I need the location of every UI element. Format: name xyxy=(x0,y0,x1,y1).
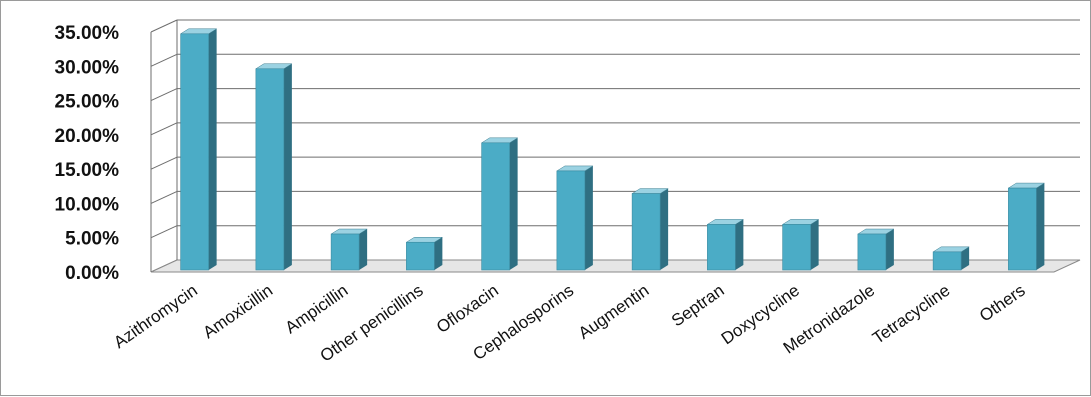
bar-front xyxy=(857,233,887,271)
bar xyxy=(179,28,218,271)
bar-front xyxy=(406,241,435,271)
y-tick-label: 0.00% xyxy=(65,263,119,284)
bar-front xyxy=(1008,187,1037,271)
bar xyxy=(857,228,895,271)
bar-side xyxy=(283,63,292,271)
bar-side xyxy=(961,246,970,270)
bar-side xyxy=(584,165,593,270)
bar-side xyxy=(810,219,819,270)
bar xyxy=(330,228,368,271)
bar-side xyxy=(1036,183,1045,270)
y-axis: 0.00% 5.00% 10.00% 15.00% 20.00% 25.00% 30.00%… xyxy=(55,20,178,284)
bar-front xyxy=(707,224,736,271)
gridline-depth xyxy=(150,19,178,33)
y-tick-label: 10.00% xyxy=(55,194,120,215)
bar-side xyxy=(885,229,894,270)
bars xyxy=(179,28,1046,271)
bar-side xyxy=(735,219,744,270)
bar-front xyxy=(481,142,510,271)
bar-side xyxy=(660,188,669,270)
bar xyxy=(631,188,669,271)
y-tick-label: 5.00% xyxy=(65,229,119,250)
gridline-depth xyxy=(150,88,178,102)
gridline-depth xyxy=(150,122,178,136)
y-tick-label: 35.00% xyxy=(55,23,120,44)
bar xyxy=(1007,182,1046,271)
bar xyxy=(556,165,594,271)
bar-front xyxy=(782,224,811,271)
gridlines xyxy=(150,19,1081,273)
bar-front xyxy=(255,68,285,271)
x-tick-label: Septran xyxy=(668,281,728,331)
bar xyxy=(255,63,293,271)
y-tick-label: 30.00% xyxy=(55,57,120,78)
gridline-depth xyxy=(150,53,178,67)
gridline-depth xyxy=(150,156,178,170)
bar-side xyxy=(509,137,518,270)
bar-front xyxy=(631,193,661,271)
y-tick-label: 25.00% xyxy=(55,92,120,113)
bar-front xyxy=(932,251,962,271)
x-tick-label: Augmentin xyxy=(575,281,652,343)
bar xyxy=(405,237,444,271)
bar-front xyxy=(180,33,209,271)
x-tick-label: Others xyxy=(976,281,1029,326)
gridline-depth xyxy=(150,190,178,204)
x-tick-label: Azithromycin xyxy=(110,281,201,352)
y-tick-label: 20.00% xyxy=(55,126,120,147)
bar-side xyxy=(208,28,217,270)
x-tick-label: Ofloxacin xyxy=(433,281,502,337)
bar-front xyxy=(556,170,586,271)
bar-side xyxy=(359,229,368,270)
bar-front xyxy=(330,233,360,271)
y-tick-label: 15.00% xyxy=(55,160,120,181)
x-tick-label: Tetracycline xyxy=(869,281,953,348)
bar xyxy=(781,219,820,271)
bar xyxy=(480,137,519,271)
gridline-depth xyxy=(150,225,178,239)
bar-side xyxy=(434,237,443,270)
bar xyxy=(706,219,745,271)
chart-floor xyxy=(150,259,1081,273)
bar xyxy=(932,246,970,271)
x-tick-label: Ampicillin xyxy=(282,281,352,338)
x-tick-label: Amoxicillin xyxy=(199,281,276,343)
